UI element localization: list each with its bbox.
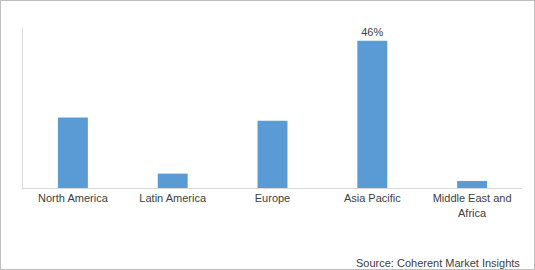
svg-text:North America: North America bbox=[38, 192, 109, 204]
svg-text:46%: 46% bbox=[361, 26, 383, 38]
svg-text:Latin America: Latin America bbox=[139, 192, 207, 204]
svg-text:Source: Coherent Market Insigh: Source: Coherent Market Insights bbox=[356, 257, 520, 269]
svg-text:Middle East andAfrica: Middle East andAfrica bbox=[433, 192, 512, 218]
svg-text:Asia Pacific: Asia Pacific bbox=[344, 192, 401, 204]
svg-text:Europe: Europe bbox=[255, 192, 290, 204]
